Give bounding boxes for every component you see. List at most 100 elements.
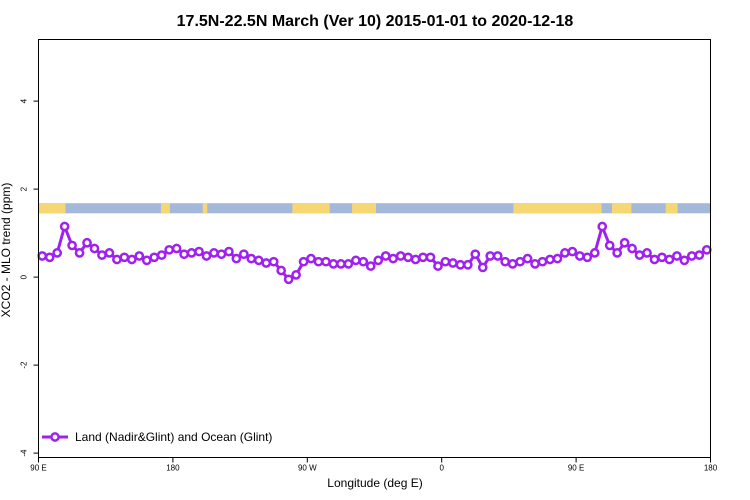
data-point [201, 251, 212, 261]
data-point [336, 259, 346, 269]
data-point [567, 246, 578, 257]
data-point [634, 250, 645, 260]
data-point [582, 252, 593, 263]
data-point [545, 254, 555, 265]
data-point [530, 259, 540, 269]
data-point [306, 253, 316, 264]
data-point [164, 244, 175, 255]
data-point [425, 252, 436, 263]
data-point [679, 255, 690, 266]
data-point [560, 248, 570, 258]
series-layer [37, 221, 712, 285]
data-point [455, 259, 466, 270]
data-point [37, 251, 48, 261]
data-point [627, 243, 637, 254]
data-point [276, 265, 287, 276]
data-point [82, 237, 92, 248]
data-point [470, 249, 481, 260]
y-tick-label: 2 [20, 186, 29, 191]
data-point [612, 248, 623, 258]
land-band-segment [665, 203, 678, 214]
data-point [403, 252, 413, 263]
data-point [574, 251, 585, 261]
x-tick-label: 180 [166, 464, 180, 473]
data-point [261, 258, 272, 268]
data-point [597, 221, 608, 232]
data-point [515, 256, 525, 267]
y-tick-label: 4 [20, 98, 29, 103]
land-band-segment [292, 203, 330, 214]
land-band-segment [611, 203, 632, 214]
data-point [388, 253, 399, 264]
data-point [291, 270, 301, 280]
data-point [492, 251, 503, 261]
land-band-segment [513, 203, 602, 214]
data-point [253, 255, 264, 266]
land-band-segment [352, 203, 376, 214]
data-point [657, 252, 667, 263]
data-point [112, 254, 122, 265]
data-point [395, 251, 406, 261]
data-point [224, 246, 234, 257]
data-point [365, 261, 376, 271]
data-point [664, 254, 675, 265]
data-point [186, 248, 197, 258]
data-point [522, 253, 533, 264]
data-point [44, 252, 55, 263]
data-point [701, 244, 712, 255]
data-point [343, 259, 354, 269]
data-point [238, 249, 249, 260]
y-tick-label: -2 [20, 361, 29, 369]
y-axis: -4 -2 0 2 4 [20, 98, 39, 457]
data-point [231, 253, 242, 264]
data-point [97, 250, 107, 260]
land-band-segment [38, 203, 66, 214]
data-point [321, 256, 331, 267]
data-point [672, 251, 682, 261]
data-point [134, 251, 145, 261]
y-tick-label: -4 [20, 449, 29, 457]
data-point [216, 249, 227, 260]
data-point [500, 256, 511, 267]
land-band-segment [160, 203, 170, 214]
x-tick-label: 0 [439, 464, 444, 473]
x-axis-label: Longitude (deg E) [327, 476, 422, 490]
data-point [350, 255, 361, 266]
data-point [52, 248, 63, 258]
data-point [462, 259, 473, 270]
data-point [477, 262, 488, 273]
data-point [552, 253, 563, 264]
data-point [171, 243, 182, 254]
data-point [313, 256, 324, 267]
data-point [589, 248, 600, 258]
data-point [448, 258, 458, 268]
data-point [358, 256, 369, 267]
data-point [268, 256, 279, 267]
x-tick-label: 90 E [30, 464, 46, 473]
data-point [149, 252, 160, 263]
data-point [328, 259, 339, 269]
data-point [141, 255, 152, 266]
data-point [179, 249, 189, 260]
data-point [246, 253, 257, 264]
x-tick-label: 90 W [298, 464, 317, 473]
data-point [604, 240, 615, 251]
data-point [642, 248, 652, 258]
data-point [104, 248, 115, 258]
legend-label: Land (Nadir&Glint) and Ocean (Glint) [75, 430, 272, 444]
data-point [485, 251, 496, 261]
x-axis: 90 E 180 90 W 0 90 E 180 [30, 457, 718, 473]
data-point [380, 251, 391, 261]
x-tick-label: 90 E [568, 464, 584, 473]
data-point [126, 254, 137, 265]
data-point [298, 256, 309, 267]
data-point [194, 246, 204, 257]
y-axis-label: XCO2 - MLO trend (ppm) [0, 183, 13, 318]
legend-marker [50, 432, 60, 442]
data-point [156, 250, 167, 260]
y-tick-label: 0 [20, 274, 29, 279]
data-point [418, 252, 428, 263]
data-point [410, 254, 421, 265]
land-band-segment [202, 203, 208, 214]
